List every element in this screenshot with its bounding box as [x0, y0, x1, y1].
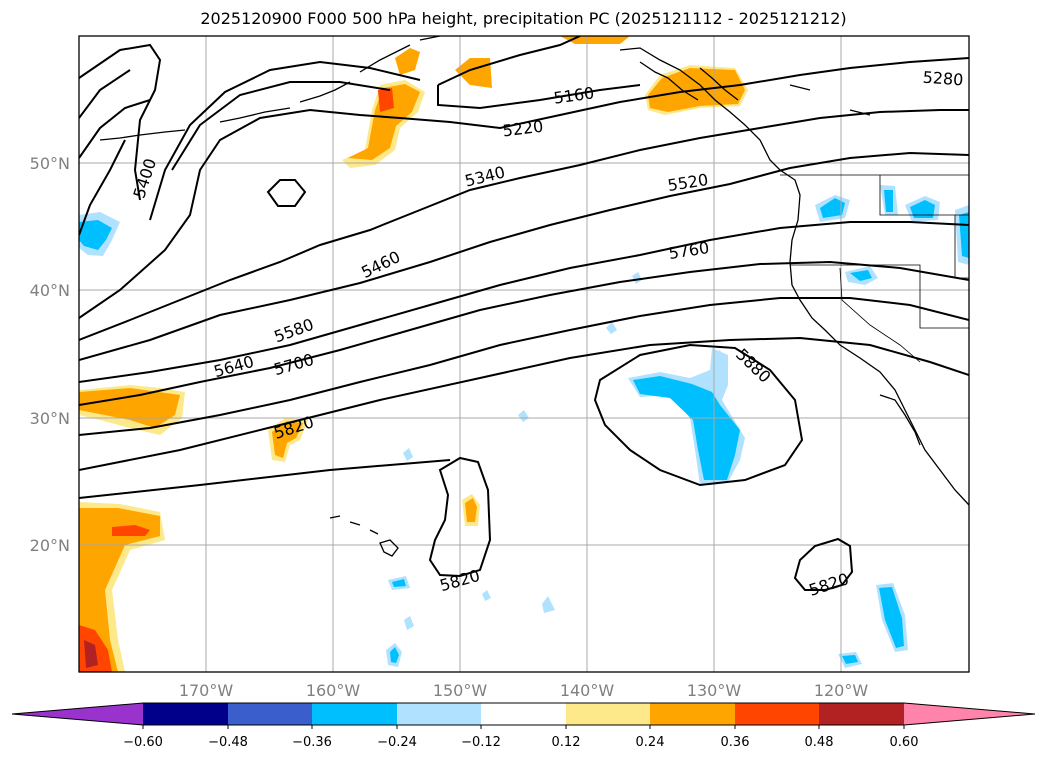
lon-label: 170°W [179, 681, 234, 700]
colorbar-tick-label: −0.24 [377, 735, 417, 750]
colorbar-segment [12, 703, 143, 725]
colorbar-segment [735, 703, 819, 725]
lon-label: 150°W [433, 681, 488, 700]
lat-label: 50°N [30, 154, 70, 173]
colorbar-tick-label: 0.60 [890, 735, 919, 750]
precip-positive-areas [79, 36, 748, 672]
lon-label: 160°W [306, 681, 361, 700]
colorbar-segment [481, 703, 566, 725]
colorbar-segment [312, 703, 397, 725]
colorbar-tick-label: 0.48 [805, 735, 834, 750]
colorbar-tick-label: −0.36 [292, 735, 332, 750]
colorbar-tick-label: −0.48 [208, 735, 248, 750]
colorbar-segment [566, 703, 650, 725]
colorbar-segment [228, 703, 312, 725]
colorbar-tick-label: 0.36 [721, 735, 750, 750]
colorbar: −0.60 −0.48 −0.36 −0.24 −0.12 0.12 0.24 … [11, 702, 1036, 750]
colorbar-tick-label: 0.24 [636, 735, 665, 750]
colorbar-segment [650, 703, 735, 725]
lon-label: 120°W [814, 681, 869, 700]
lon-label: 130°W [687, 681, 742, 700]
lat-label: 20°N [30, 536, 70, 555]
lat-label: 40°N [30, 281, 70, 300]
colorbar-ticks [142, 725, 905, 729]
contour-label: 5280 [922, 68, 964, 90]
map-panel [79, 36, 969, 672]
latitude-labels: 50°N 40°N 30°N 20°N [30, 154, 70, 555]
colorbar-tick-label: −0.12 [461, 735, 501, 750]
contour-label: 5220 [502, 117, 545, 141]
colorbar-segment [397, 703, 481, 725]
map-frame [78, 35, 970, 673]
height-contours [79, 36, 969, 591]
colorbar-segment [819, 703, 904, 725]
lon-label: 140°W [560, 681, 615, 700]
colorbar-tick-label: −0.60 [123, 735, 163, 750]
lat-label: 30°N [30, 409, 70, 428]
colorbar-segment [143, 703, 228, 725]
map-title: 2025120900 F000 500 hPa height, precipit… [200, 9, 847, 28]
longitude-labels: 170°W 160°W 150°W 140°W 130°W 120°W [179, 681, 869, 700]
colorbar-tick-label: 0.12 [552, 735, 581, 750]
colorbar-segment [904, 703, 1035, 725]
coastlines [99, 36, 969, 557]
